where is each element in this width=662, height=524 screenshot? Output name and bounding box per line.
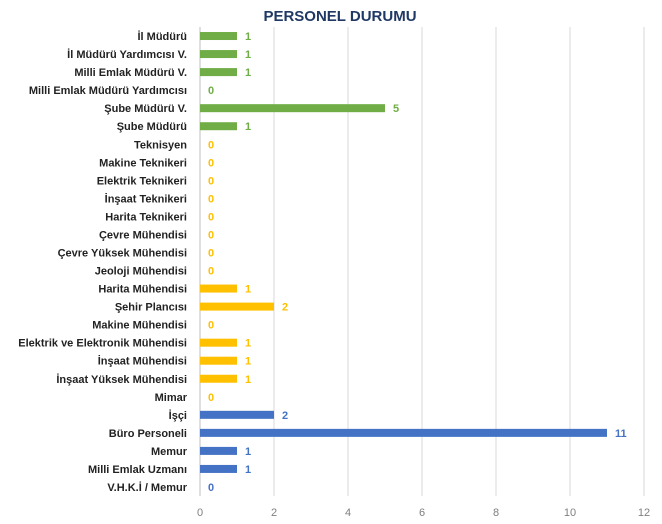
category-label: İnşaat Mühendisi (98, 355, 187, 368)
data-label: 1 (245, 464, 251, 476)
data-label: 0 (208, 175, 214, 187)
category-label: Milli Emlak Uzmanı (88, 464, 187, 476)
data-label: 1 (245, 374, 251, 386)
category-label: İnşaat Yüksek Mühendisi (56, 373, 187, 386)
x-tick-label: 0 (197, 507, 203, 519)
category-label: Çevre Mühendisi (99, 229, 187, 241)
category-label: Harita Teknikeri (105, 211, 187, 223)
category-label: Teknisyen (134, 139, 187, 151)
data-label: 1 (245, 284, 251, 296)
data-label: 0 (208, 139, 214, 151)
data-label: 11 (615, 428, 627, 440)
category-label: Makine Teknikeri (99, 157, 187, 169)
data-label: 0 (208, 320, 214, 332)
category-label: Şehir Plancısı (115, 302, 187, 314)
category-label: Jeoloji Mühendisi (95, 266, 187, 278)
data-label: 1 (245, 356, 251, 368)
x-tick-label: 12 (638, 507, 650, 519)
category-label: İnşaat Teknikeri (105, 192, 187, 205)
category-label: Büro Personeli (109, 428, 187, 440)
category-label: İl Müdürü (138, 30, 188, 43)
data-label: 1 (245, 121, 251, 133)
category-label: Mimar (155, 392, 188, 404)
bar (200, 356, 237, 365)
data-label: 2 (282, 410, 288, 422)
bar (200, 446, 237, 455)
category-label: Harita Mühendisi (98, 284, 187, 296)
category-label: Elektrik Teknikeri (97, 175, 187, 187)
category-label: İşçi (169, 409, 187, 422)
data-label: 0 (208, 482, 214, 494)
bar (200, 464, 237, 473)
category-label: Çevre Yüksek Mühendisi (58, 247, 187, 259)
category-label: Memur (151, 446, 188, 458)
data-label: 5 (393, 103, 399, 115)
bar (200, 284, 237, 293)
category-label: Şube Müdürü (117, 121, 187, 133)
bar (200, 428, 607, 437)
chart-title: PERSONEL DURUMU (263, 8, 416, 25)
data-label: 0 (208, 266, 214, 278)
x-tick-label: 10 (564, 507, 576, 519)
category-label: Elektrik ve Elektronik Mühendisi (18, 338, 187, 350)
category-label: Milli Emlak Müdürü Yardımcısı (29, 85, 187, 97)
data-label: 1 (245, 49, 251, 61)
bars (200, 32, 607, 473)
gridlines (199, 27, 645, 496)
category-labels: İl Müdürü İl Müdürü Yardımcısı V. Milli Em… (18, 30, 187, 494)
bar (200, 410, 274, 419)
x-tick-label: 6 (419, 507, 425, 519)
data-label: 2 (282, 302, 288, 314)
category-label: Milli Emlak Müdürü V. (74, 67, 187, 79)
category-label: Şube Müdürü V. (104, 103, 187, 115)
data-label: 0 (208, 85, 214, 97)
data-label: 0 (208, 229, 214, 241)
category-label: V.H.K.İ / Memur (107, 481, 187, 494)
bar (200, 32, 237, 41)
bar (200, 338, 237, 347)
x-tick-label: 4 (345, 507, 351, 519)
data-label: 0 (208, 193, 214, 205)
bar (200, 374, 237, 383)
x-tick-label: 2 (271, 507, 277, 519)
category-label: Makine Mühendisi (92, 320, 187, 332)
data-label: 0 (208, 247, 214, 259)
data-label: 1 (245, 31, 251, 43)
bar (200, 302, 274, 311)
bar (200, 122, 237, 131)
x-axis-ticks: 0 2 4 6 8 10 12 (197, 507, 650, 519)
data-label: 1 (245, 446, 251, 458)
bar (200, 104, 385, 113)
bar (200, 50, 237, 59)
data-label: 0 (208, 392, 214, 404)
x-tick-label: 8 (493, 507, 499, 519)
category-label: İl Müdürü Yardımcısı V. (67, 48, 187, 61)
data-label: 1 (245, 67, 251, 79)
data-label: 1 (245, 338, 251, 350)
bar (200, 68, 237, 77)
data-label: 0 (208, 211, 214, 223)
data-label: 0 (208, 157, 214, 169)
